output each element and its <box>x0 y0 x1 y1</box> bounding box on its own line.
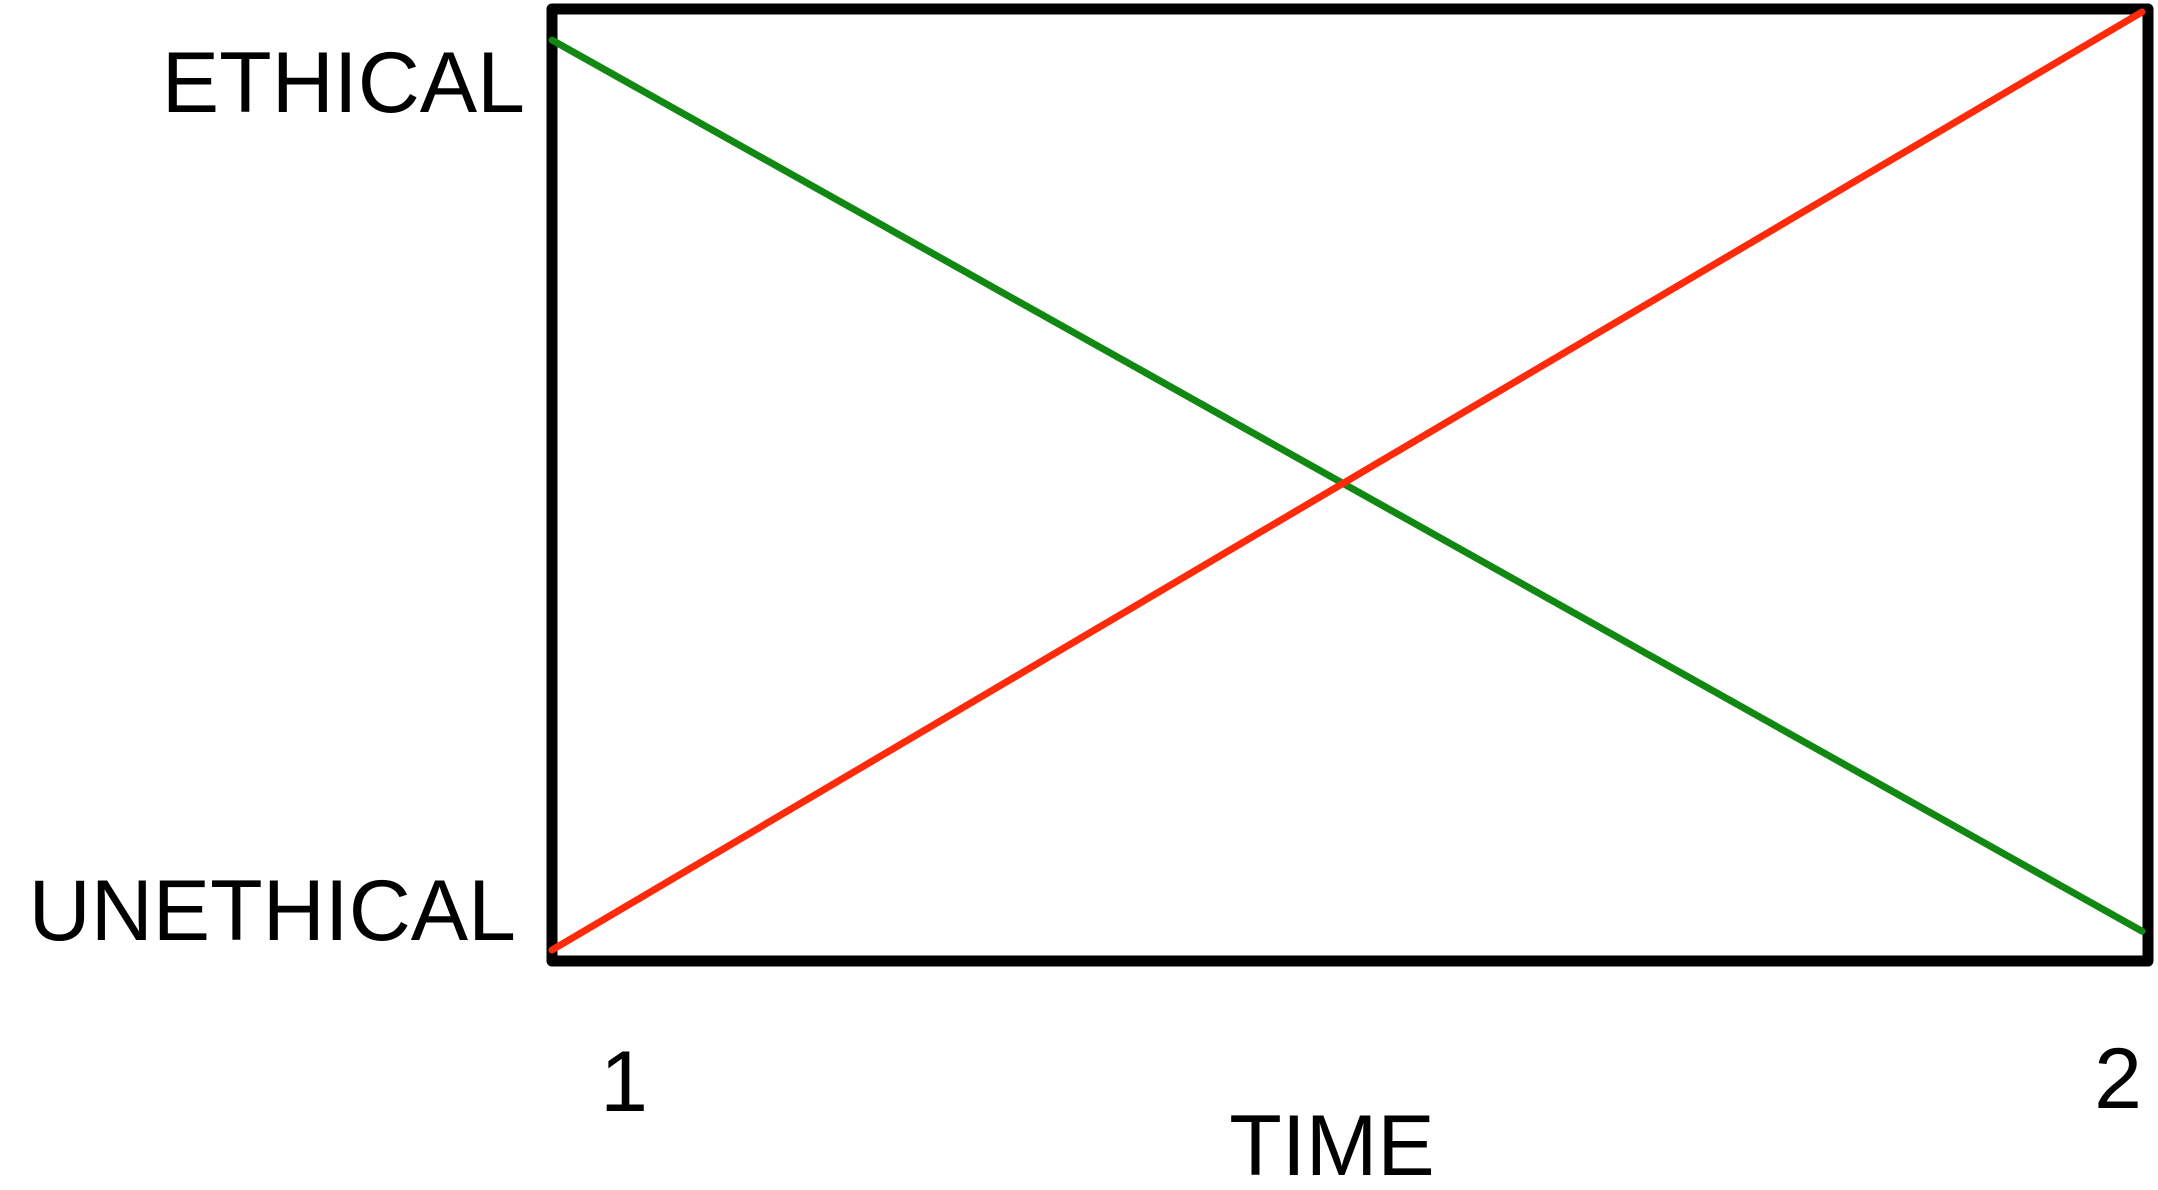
series-line-2 <box>548 8 2146 954</box>
y-tick-label-ethical: ETHICAL <box>162 35 525 131</box>
x-tick-label-2: 2 <box>2094 1031 2142 1127</box>
y-tick-label-unethical: UNETHICAL <box>29 863 516 959</box>
series-line-1 <box>548 36 2146 935</box>
x-tick-label-1: 1 <box>600 1034 648 1130</box>
x-axis-label: TIME <box>1229 1098 1434 1190</box>
series-layer <box>548 8 2146 954</box>
plot-area-frame <box>546 3 2154 967</box>
